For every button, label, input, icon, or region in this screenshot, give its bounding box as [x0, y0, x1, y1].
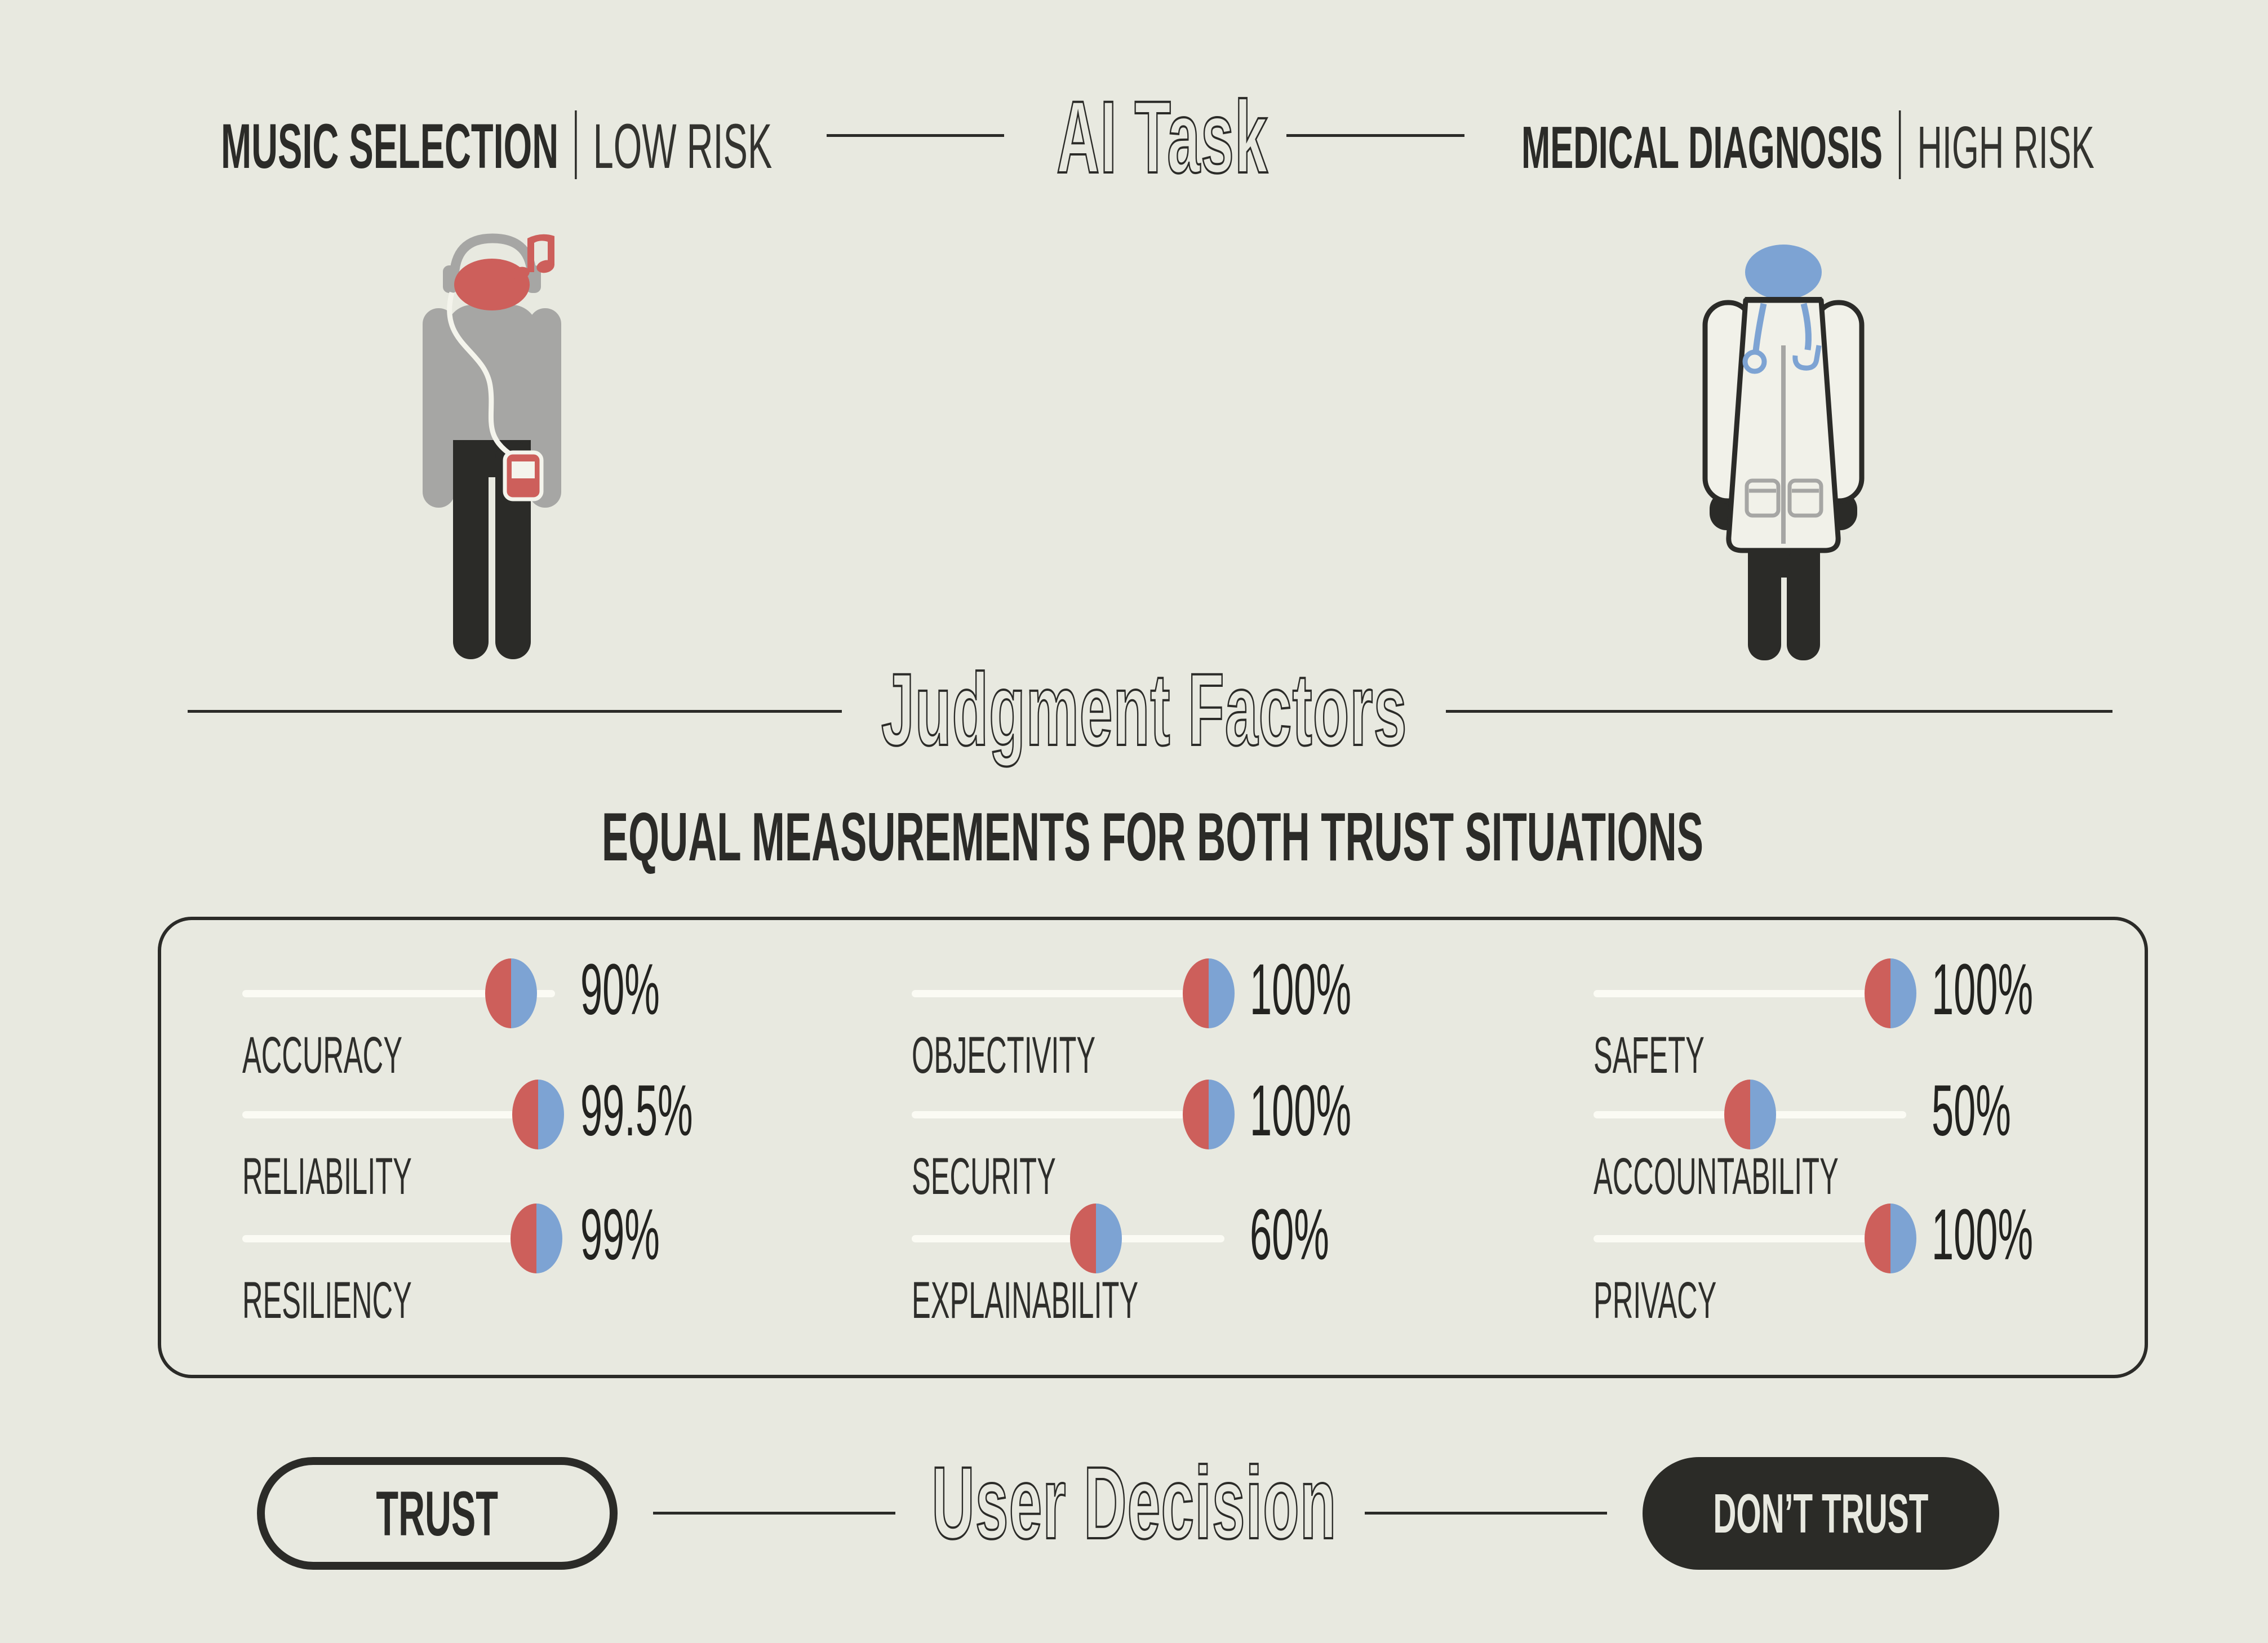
factor-row-safety: 100% SAFETY	[1594, 954, 2202, 1099]
slider-knob[interactable]	[1865, 958, 1917, 1028]
decision-title-wrap: User Decision	[0, 1445, 2268, 1560]
music-note-icon	[512, 234, 554, 280]
trust-button-label: TRUST	[376, 1478, 499, 1549]
judgment-right-rule	[1446, 710, 2112, 713]
factor-label: OBJECTIVITY	[912, 1027, 1096, 1084]
decision-title: User Decision	[931, 1445, 1337, 1560]
factor-value: 100%	[1932, 949, 2034, 1030]
slider-track	[1594, 1235, 1906, 1242]
dont-trust-button-label: DON’T TRUST	[1713, 1482, 1929, 1544]
judgment-title: Judgment Factors	[881, 652, 1408, 767]
factor-row-accountability: 50% ACCOUNTABILITY	[1594, 1075, 2202, 1220]
slider-knob[interactable]	[1865, 1204, 1917, 1273]
ai-task-title-wrap: AI Task	[56, 79, 2268, 194]
factor-label: RELIABILITY	[242, 1148, 412, 1205]
factor-value: 100%	[1250, 1071, 1352, 1151]
slider-track	[912, 1235, 1224, 1242]
slider-knob[interactable]	[1183, 1080, 1235, 1149]
slider-knob[interactable]	[1070, 1204, 1122, 1273]
factor-value: 99%	[580, 1194, 660, 1275]
slider-track	[242, 1235, 555, 1242]
judgment-title-wrap: Judgment Factors	[20, 652, 2268, 767]
slider-track	[912, 1111, 1224, 1118]
left-task-label: MUSIC SELECTION	[221, 111, 559, 181]
factor-row-accuracy: 90% ACCURACY	[242, 954, 851, 1099]
factor-row-privacy: 100% PRIVACY	[1594, 1199, 2202, 1344]
factor-row-resiliency: 99% RESILIENCY	[242, 1199, 851, 1344]
factor-value: 90%	[580, 949, 660, 1030]
slider-track	[912, 990, 1224, 997]
factor-value: 50%	[1932, 1071, 2011, 1151]
judgment-subtitle: EQUAL MEASUREMENTS FOR BOTH TRUST SITUAT…	[601, 798, 1704, 875]
factor-value: 60%	[1250, 1194, 1329, 1275]
divider-bar	[575, 110, 577, 179]
factor-row-objectivity: 100% OBJECTIVITY	[912, 954, 1520, 1099]
divider-bar	[1899, 110, 1901, 179]
right-task-label: MEDICAL DIAGNOSIS	[1521, 114, 1883, 181]
stethoscope-icon	[1742, 303, 1822, 374]
factor-value: 99.5%	[580, 1071, 693, 1151]
judgment-subtitle-wrap: EQUAL MEASUREMENTS FOR BOTH TRUST SITUAT…	[37, 802, 2268, 871]
factor-label: PRIVACY	[1594, 1272, 1717, 1329]
right-risk-label: HIGH RISK	[1917, 114, 2094, 181]
header-left-rule	[827, 134, 1004, 137]
factor-value: 100%	[1250, 949, 1352, 1030]
slider-track	[242, 1111, 555, 1118]
factor-label: ACCURACY	[242, 1027, 402, 1084]
header-right-rule	[1286, 134, 1464, 137]
ai-task-title: AI Task	[1055, 79, 1268, 194]
left-risk-label: LOW RISK	[593, 111, 773, 181]
music-listener-icon	[423, 233, 561, 659]
slider-knob[interactable]	[1724, 1080, 1776, 1149]
doctor-icon	[1702, 245, 1865, 660]
factor-label: SAFETY	[1594, 1027, 1705, 1084]
slider-knob[interactable]	[511, 1204, 563, 1273]
factor-label: SECURITY	[912, 1148, 1056, 1205]
factor-row-security: 100% SECURITY	[912, 1075, 1520, 1220]
factor-row-reliability: 99.5% RELIABILITY	[242, 1075, 851, 1220]
right-task-header: MEDICAL DIAGNOSIS HIGH RISK	[1521, 110, 2268, 179]
dont-trust-button[interactable]: DON’T TRUST	[1643, 1457, 1999, 1570]
factor-value: 100%	[1932, 1194, 2034, 1275]
factor-row-explainability: 60% EXPLAINABILITY	[912, 1199, 1520, 1344]
slider-track	[242, 990, 555, 997]
left-task-header: MUSIC SELECTION LOW RISK	[221, 110, 1171, 179]
slider-knob[interactable]	[1183, 958, 1235, 1028]
factor-label: ACCOUNTABILITY	[1594, 1148, 1839, 1205]
factor-label: RESILIENCY	[242, 1272, 412, 1329]
factors-panel	[158, 917, 2148, 1378]
decision-left-rule	[653, 1512, 895, 1515]
judgment-left-rule	[188, 710, 842, 713]
slider-knob[interactable]	[485, 958, 538, 1028]
slider-track	[1594, 990, 1906, 997]
factor-label: EXPLAINABILITY	[912, 1272, 1139, 1329]
slider-knob[interactable]	[512, 1080, 564, 1149]
decision-right-rule	[1365, 1512, 1607, 1515]
